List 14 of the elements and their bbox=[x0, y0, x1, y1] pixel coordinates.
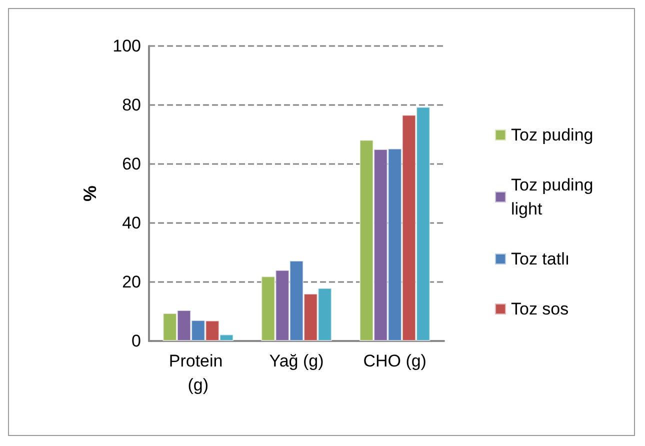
legend-label: Toz tatlı bbox=[511, 250, 570, 268]
legend-label: Toz puding light bbox=[511, 176, 598, 218]
y-tick-label: 20 bbox=[122, 272, 141, 292]
y-tick-label: 60 bbox=[122, 154, 141, 174]
y-tick-label: 0 bbox=[132, 332, 141, 350]
y-axis-title: % bbox=[80, 185, 100, 202]
legend-label: Toz puding bbox=[511, 126, 594, 144]
x-tick-label: CHO (g) bbox=[363, 352, 426, 370]
x-tick-label: Protein (g) bbox=[168, 352, 228, 394]
y-tick-label: 80 bbox=[122, 96, 141, 114]
x-tick-label: Yağ (g) bbox=[269, 352, 324, 370]
y-tick-label: 40 bbox=[122, 214, 141, 232]
y-tick-label: 100 bbox=[112, 36, 141, 56]
legend-label: Toz sos bbox=[511, 300, 569, 318]
